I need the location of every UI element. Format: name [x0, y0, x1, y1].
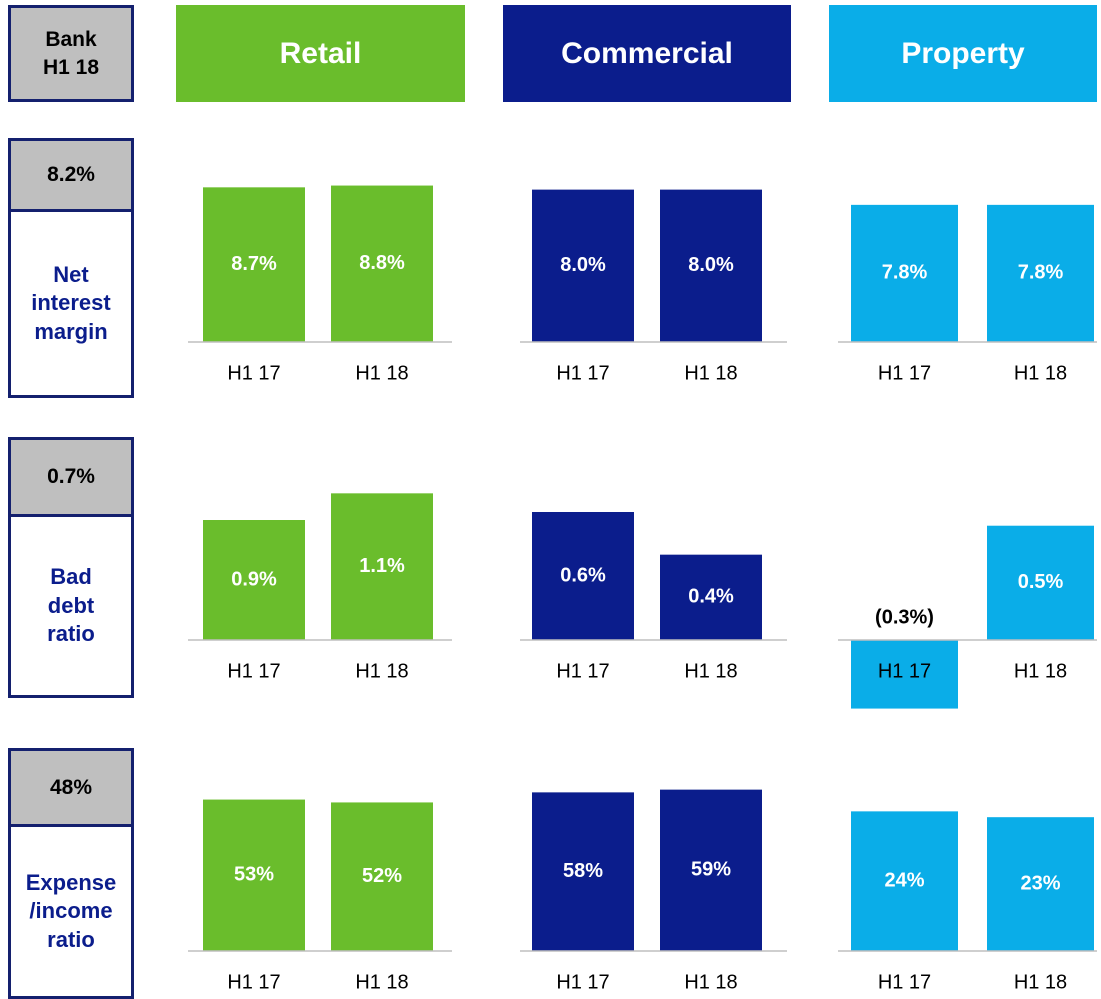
- value-label: 8.7%: [231, 253, 277, 275]
- bank-header: Bank H1 18: [8, 5, 134, 102]
- bar: [331, 802, 433, 951]
- bar: [660, 189, 762, 342]
- value-label: (0.3%): [875, 606, 934, 628]
- x-tick-label: H1 17: [227, 362, 280, 384]
- x-tick-label: H1 17: [227, 660, 280, 682]
- value-label: 1.1%: [359, 555, 405, 577]
- bar: [203, 520, 305, 640]
- bank-value: 48%: [8, 748, 134, 827]
- value-label: 0.4%: [688, 586, 734, 608]
- value-label: 8.0%: [688, 254, 734, 276]
- value-label: 8.0%: [560, 254, 606, 276]
- value-label: 0.5%: [1018, 571, 1064, 593]
- bank-value: 0.7%: [8, 437, 134, 517]
- x-tick-label: H1 17: [556, 660, 609, 682]
- value-label: 0.9%: [231, 568, 277, 590]
- x-tick-label: H1 18: [1014, 971, 1067, 993]
- bar: [987, 525, 1094, 640]
- value-label: 53%: [234, 864, 274, 886]
- x-tick-label: H1 17: [878, 971, 931, 993]
- value-label: 59%: [691, 859, 731, 881]
- metric-label: Expense /income ratio: [8, 827, 134, 999]
- value-label: 24%: [884, 869, 924, 891]
- x-tick-label: H1 18: [684, 971, 737, 993]
- bar: [532, 512, 634, 640]
- bar: [851, 811, 958, 951]
- value-label: 7.8%: [882, 262, 928, 284]
- x-tick-label: H1 18: [355, 660, 408, 682]
- value-label: 7.8%: [1018, 262, 1064, 284]
- x-tick-label: H1 18: [684, 660, 737, 682]
- value-label: 0.6%: [560, 564, 606, 586]
- bar: [660, 554, 762, 640]
- bank-value: 8.2%: [8, 138, 134, 212]
- bar: [331, 185, 433, 342]
- x-tick-label: H1 17: [556, 362, 609, 384]
- x-tick-label: H1 17: [878, 660, 931, 682]
- bar: [532, 189, 634, 342]
- bar: [851, 204, 958, 342]
- bar: [532, 792, 634, 951]
- metric-label: Bad debt ratio: [8, 517, 134, 698]
- x-tick-label: H1 18: [355, 971, 408, 993]
- bar: [203, 187, 305, 342]
- segment-header: Retail: [176, 5, 465, 102]
- segment-header: Commercial: [503, 5, 791, 102]
- x-tick-label: H1 17: [227, 971, 280, 993]
- value-label: 8.8%: [359, 252, 405, 274]
- metric-label: Net interest margin: [8, 212, 134, 398]
- x-tick-label: H1 17: [878, 362, 931, 384]
- bar: [987, 204, 1094, 342]
- x-tick-label: H1 18: [684, 362, 737, 384]
- bar: [851, 640, 958, 709]
- bar: [203, 799, 305, 951]
- value-label: 58%: [563, 860, 603, 882]
- bar: [660, 789, 762, 951]
- segment-header: Property: [829, 5, 1097, 102]
- value-label: 23%: [1020, 872, 1060, 894]
- bar: [331, 493, 433, 640]
- x-tick-label: H1 18: [1014, 362, 1067, 384]
- x-tick-label: H1 18: [355, 362, 408, 384]
- bar: [987, 817, 1094, 951]
- value-label: 52%: [362, 865, 402, 887]
- x-tick-label: H1 17: [556, 971, 609, 993]
- x-tick-label: H1 18: [1014, 660, 1067, 682]
